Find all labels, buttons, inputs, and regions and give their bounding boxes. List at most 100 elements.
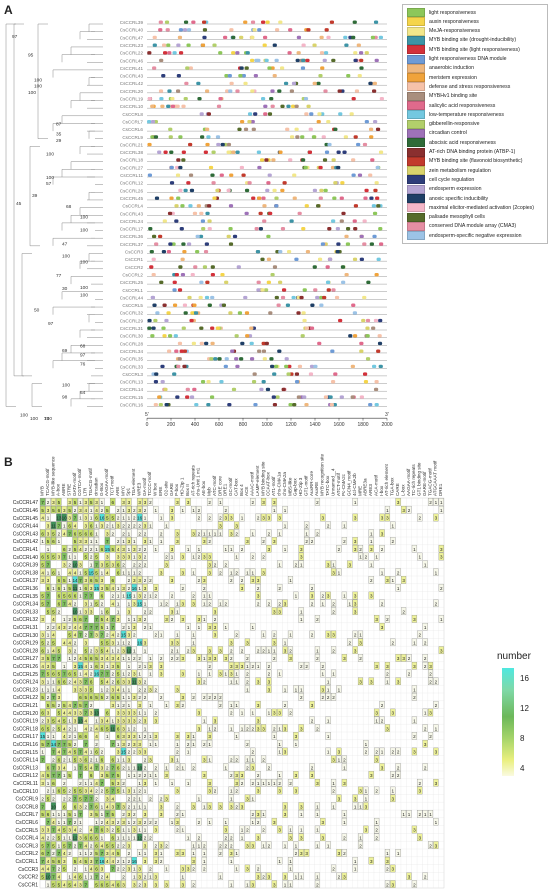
cell-value: 3 [386,859,389,864]
motif-mark [159,58,164,63]
heatmap-cell [223,513,229,522]
motif-mark [301,227,306,231]
cell-value: 7 [58,773,61,778]
heatmap-cell [158,513,164,522]
cell-value: 3 [392,796,395,801]
motif-mark [265,387,271,392]
gene-label-a: CsCCRL38 [120,150,144,155]
heatmap-cell [374,552,380,561]
cell-value: 7 [111,742,114,747]
heatmap-cell [169,591,175,600]
cell-value: 3 [278,609,281,614]
cell-value: 3 [273,882,276,887]
cell-value: 2 [68,617,71,622]
row-label: CsCCRL7 [15,812,38,818]
motif-mark [171,242,176,246]
cell-value: 3 [300,804,303,809]
cell-value: 2 [58,609,61,614]
cell-value: 7 [52,750,55,755]
motif-mark [265,188,270,193]
cell-value: 1 [138,672,141,677]
bootstrap-value: 30 [62,286,68,292]
motif-mark [352,334,358,338]
cell-value: 1 [155,547,158,552]
cell-value: 1 [392,523,395,528]
gene-label-a: CsCCR2 [125,265,144,270]
cell-value: 2 [225,562,228,567]
heatmap-cell [131,615,137,623]
cell-value: 5 [90,687,93,692]
heatmap-cell [94,521,100,530]
heatmap-cell [126,505,132,514]
motif-mark [321,135,326,139]
row-label: CsCCRL26 [13,664,39,670]
cell-value: 2 [138,789,141,794]
gene-label-a: CsCCRL5 [122,303,143,308]
heatmap-cell [164,599,170,608]
motif-mark [304,326,310,330]
cell-value: 1 [63,773,66,778]
cell-value: 2 [155,633,158,638]
motif-mark [373,20,379,24]
cell-value: 3 [58,765,61,770]
heatmap-cell [126,576,132,584]
motif-mark [155,311,160,315]
cell-value: 1 [85,851,88,856]
motif-mark [224,280,229,284]
cell-value: 1 [284,508,287,513]
heatmap-cell [88,560,94,569]
cell-value: 3 [251,882,254,887]
cell-value: 3 [79,687,82,692]
cell-value: 2 [397,570,400,575]
motif-mark [268,311,273,315]
heatmap-cell [56,583,62,592]
heatmap-cell [120,544,127,553]
gene-label-a: CsCCRL39 [120,20,144,25]
cell-value: 1 [203,594,206,599]
heatmap-cell [40,615,46,623]
cell-value: 3 [138,742,141,747]
heatmap-cell [115,615,121,623]
motif-mark [148,227,153,231]
motif-mark [218,97,223,101]
cell-value: 1 [133,648,136,653]
cell-value: 3 [41,617,44,622]
cell-value: 1 [435,570,438,575]
legend-swatch [407,212,425,222]
column-label: GATA-motif [72,472,77,496]
heatmap-cell [341,521,347,530]
cell-value: 2 [354,633,357,638]
row-label: CsCCRL16 [13,742,39,748]
motif-mark [191,341,196,346]
legend-swatch [407,156,425,166]
motif-mark [261,341,266,346]
motif-mark [272,403,278,407]
cell-value: 3 [74,687,77,692]
heatmap-cell [158,599,164,608]
heatmap-cell [142,521,148,530]
cell-value: 4 [68,750,71,755]
motif-mark [335,250,340,254]
cell-value: 2 [365,750,368,755]
motif-mark [153,135,159,139]
cell-value: 3 [95,648,98,653]
motif-mark [251,380,257,384]
motif-mark [184,81,189,86]
cell-value: 6 [111,757,114,762]
bootstrap-value: 29 [56,138,62,144]
cell-value: 2 [133,820,136,825]
cell-value: 3 [128,812,131,817]
motif-mark [294,372,300,376]
heatmap-cell [126,607,132,615]
cell-value: 1 [305,531,308,536]
motif-mark [181,150,186,154]
cell-value: 2 [273,726,276,731]
cell-value: 1 [408,812,411,817]
cell-value: 2 [375,750,378,755]
cell-value: 7 [85,679,88,684]
cell-value: 3 [171,508,174,513]
cell-value: 3 [257,874,260,879]
legend-item: palisade mesophyll cells [407,212,485,222]
motif-mark [152,66,157,70]
heatmap-cell [196,513,202,522]
